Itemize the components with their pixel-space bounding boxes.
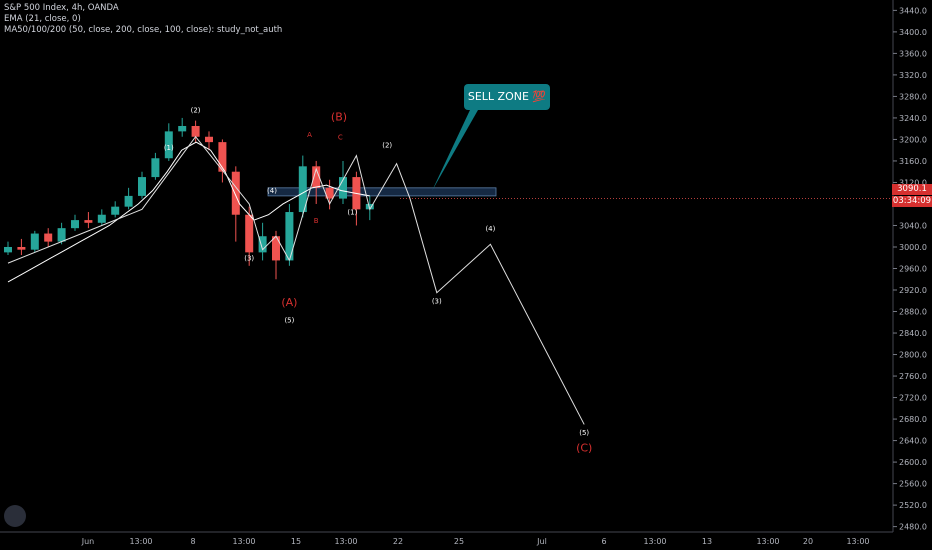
y-tick-label: 3120.0 (899, 178, 927, 187)
legend-ma: MA50/100/200 (50, close, 200, close, 100… (4, 25, 283, 35)
wave-label: (5) (579, 429, 589, 437)
x-tick-label: 13:00 (334, 537, 357, 546)
x-tick-label: 6 (601, 537, 606, 546)
y-tick-label: 3400.0 (899, 28, 927, 37)
candle-body (298, 166, 307, 213)
wave-label: (3) (244, 254, 254, 262)
x-tick-label: Jul (536, 537, 547, 546)
wave-label: (B) (331, 111, 347, 124)
x-tick-label: 13:00 (756, 537, 779, 546)
candle-body (231, 171, 240, 215)
wave-label: (2) (191, 107, 201, 115)
ema-line (7, 141, 370, 283)
y-tick-label: 2760.0 (899, 372, 927, 381)
x-tick-label: 8 (190, 537, 195, 546)
wave-label: (4) (267, 187, 277, 195)
y-tick-label: 2800.0 (899, 351, 927, 360)
candle-body (57, 228, 66, 242)
countdown-tag: 03:34:09 (892, 196, 932, 207)
candle-body (245, 214, 254, 253)
callout-pointer (432, 110, 478, 191)
y-tick-label: 2560.0 (899, 480, 927, 489)
y-tick-label: 3000.0 (899, 243, 927, 252)
last-price-tag: 3090.1 (892, 184, 932, 195)
x-tick-label: 20 (803, 537, 813, 546)
x-tick-label: Jun (81, 537, 95, 546)
wave-label: C (338, 133, 343, 141)
y-tick-label: 3280.0 (899, 92, 927, 101)
wave-label: B (314, 217, 319, 225)
candle-body (138, 177, 146, 196)
candle-body (164, 131, 173, 159)
x-tick-label: 13:00 (232, 537, 255, 546)
candle-body (97, 214, 106, 223)
candle-body (365, 203, 374, 210)
wave-line (288, 154, 585, 425)
wave-label: (4) (485, 225, 495, 233)
candle-body (30, 233, 39, 250)
candle-body (325, 187, 334, 199)
x-tick-label: 13:00 (643, 537, 666, 546)
x-tick-label: 13:00 (129, 537, 152, 546)
candle-body (312, 166, 321, 188)
y-tick-label: 3440.0 (899, 6, 927, 15)
candle-body (4, 246, 12, 253)
candle-body (17, 246, 26, 250)
candle-body (218, 142, 227, 172)
wave-label: (C) (576, 441, 592, 454)
y-tick-label: 2920.0 (899, 286, 927, 295)
wave-label: (A) (281, 296, 297, 309)
candle-body (258, 236, 267, 253)
candle-body (178, 125, 187, 132)
candle-body (285, 212, 294, 261)
y-tick-label: 2480.0 (899, 523, 927, 532)
candle-body (111, 206, 120, 215)
candle-body (44, 233, 53, 242)
y-tick-label: 2520.0 (899, 501, 927, 510)
y-tick-label: 2960.0 (899, 265, 927, 274)
legend-title: S&P 500 Index, 4h, OANDA (4, 3, 119, 13)
legend-ema: EMA (21, close, 0) (4, 14, 81, 24)
y-tick-label: 2720.0 (899, 394, 927, 403)
candle-body (272, 236, 280, 261)
wave-label: (2) (382, 142, 392, 150)
candle-body (151, 158, 160, 178)
wave-label: (1) (347, 209, 357, 217)
x-tick-label: 22 (393, 537, 403, 546)
candle-body (124, 195, 133, 207)
candle-body (191, 125, 200, 137)
y-tick-label: 2600.0 (899, 458, 927, 467)
y-tick-label: 2680.0 (899, 415, 927, 424)
x-tick-label: 13:00 (846, 537, 869, 546)
legend: S&P 500 Index, 4h, OANDA EMA (21, close,… (4, 3, 282, 36)
y-tick-label: 3040.0 (899, 221, 927, 230)
wave-label: (5) (284, 316, 294, 324)
y-tick-label: 2880.0 (899, 308, 927, 317)
y-tick-label: 3160.0 (899, 157, 927, 166)
y-tick-label: 3200.0 (899, 135, 927, 144)
y-tick-label: 3360.0 (899, 49, 927, 58)
x-tick-label: 25 (454, 537, 464, 546)
y-tick-label: 2640.0 (899, 437, 927, 446)
wave-label: (1) (164, 144, 174, 152)
wave-line (7, 135, 290, 264)
candle-body (205, 136, 213, 143)
x-tick-label: 15 (291, 537, 301, 546)
wave-label: A (307, 131, 312, 139)
sell-zone-callout[interactable]: SELL ZONE 💯 (464, 84, 550, 110)
candle-body (84, 220, 93, 223)
wave-label: (3) (432, 297, 442, 305)
tradingview-logo-icon[interactable] (4, 505, 26, 527)
x-tick-label: 13 (702, 537, 712, 546)
candle-body (339, 177, 347, 199)
candle-body (71, 220, 79, 229)
y-tick-label: 2840.0 (899, 329, 927, 338)
y-tick-label: 3320.0 (899, 71, 927, 80)
y-tick-label: 3240.0 (899, 114, 927, 123)
